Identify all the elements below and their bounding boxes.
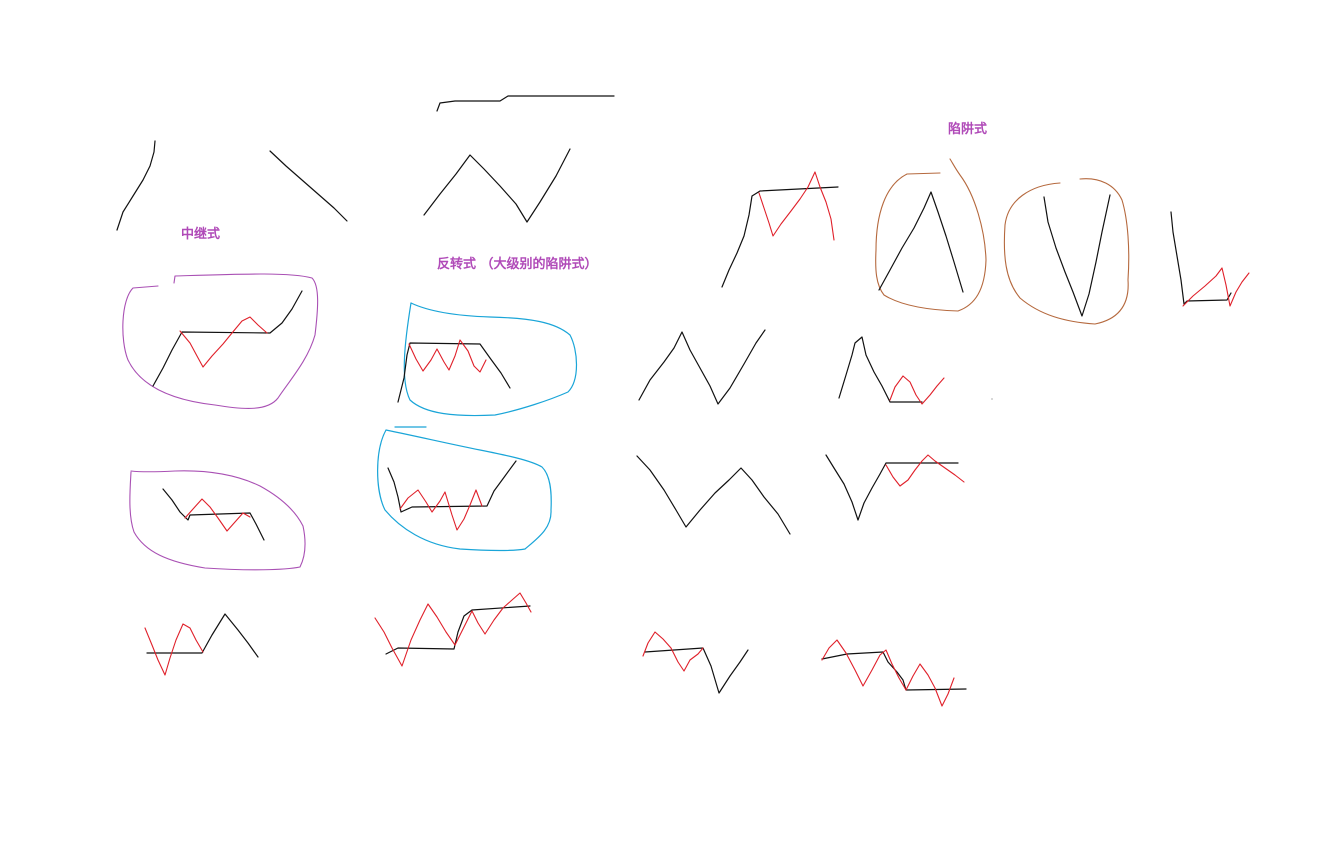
reversal-wave-3: [374, 592, 532, 667]
continuation-circle-2: [129, 470, 306, 571]
trap-circle-1: [875, 158, 987, 312]
reversal-wave-2: [399, 489, 483, 531]
breakdown-wave: [642, 631, 704, 672]
top-flat-line: [436, 95, 615, 112]
trap-pattern-label: 陷阱式: [948, 122, 988, 137]
descend-wave: [821, 639, 955, 707]
descend-trend: [821, 651, 967, 691]
reversal-trend-3: [385, 605, 531, 655]
trap-trend-right: [1170, 211, 1232, 305]
continuation-wave-1: [179, 316, 268, 368]
dip-trend: [825, 454, 959, 521]
reversal-trend-2: [387, 460, 517, 513]
dip-wave: [885, 454, 965, 487]
continuation-wave-3: [144, 623, 204, 676]
m-zigzag: [638, 329, 766, 405]
continuation-trend-1: [152, 290, 303, 387]
reversal-circle-2: [377, 426, 552, 552]
reversal-wave-1: [408, 339, 487, 373]
continuation-pattern-label: 中继式: [181, 227, 221, 242]
continuation-wave-2: [184, 498, 251, 532]
w-zigzag: [636, 455, 791, 535]
spike-trend: [838, 336, 923, 403]
trap-lambda-1: [878, 191, 964, 293]
continuation-circle-1: [122, 273, 319, 409]
reversal-circle-1: [403, 302, 578, 417]
continuation-trend-2: [162, 488, 265, 541]
trap-circle-2: [1003, 178, 1130, 325]
trap-v-2: [1043, 194, 1111, 317]
down-stroke: [269, 150, 348, 222]
trap-trend-top: [721, 186, 839, 288]
spike-wave: [889, 375, 945, 405]
trap-wave-right: [1182, 267, 1250, 307]
stray-dot: [991, 398, 993, 400]
continuation-trend-3: [146, 613, 259, 658]
up-stroke: [116, 140, 156, 231]
reversal-pattern-label: 反转式 （大级别的陷阱式）: [437, 257, 598, 272]
reversal-trend-1: [397, 342, 511, 403]
trap-wave-top: [758, 171, 835, 241]
n-zigzag: [423, 148, 571, 223]
